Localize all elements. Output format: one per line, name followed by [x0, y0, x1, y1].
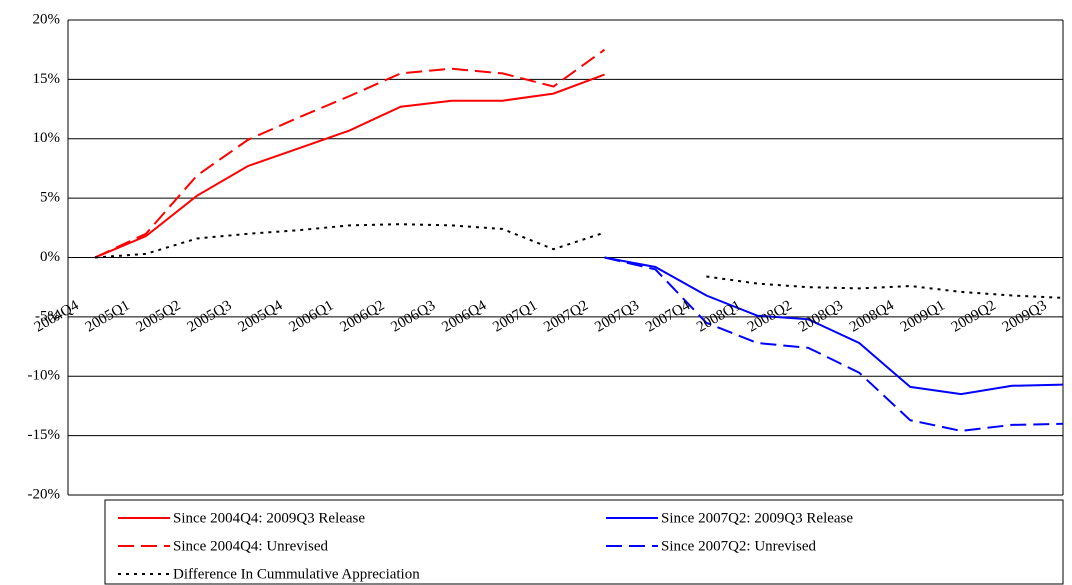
y-tick-label: 0% [40, 249, 60, 265]
legend-label: Since 2007Q2: Unrevised [661, 538, 816, 554]
y-tick-label: -15% [28, 427, 61, 443]
y-tick-label: 20% [33, 11, 61, 27]
y-tick-label: 15% [33, 71, 61, 87]
y-tick-label: -10% [28, 368, 61, 384]
series-line [604, 256, 1064, 432]
series-line [94, 223, 1064, 299]
y-tick-label: 10% [33, 130, 61, 146]
legend-box [104, 499, 1064, 585]
series-line [94, 48, 606, 259]
legend-label: Since 2004Q4: Unrevised [173, 538, 328, 554]
series-line [94, 73, 605, 259]
series-line [604, 256, 1064, 396]
legend-label: Since 2004Q4: 2009Q3 Release [173, 510, 365, 526]
legend-label: Since 2007Q2: 2009Q3 Release [661, 510, 853, 526]
y-tick-label: -20% [28, 486, 61, 502]
legend-label: Difference In Cummulative Appreciation [173, 566, 420, 582]
y-tick-label: -5% [35, 308, 60, 324]
y-tick-label: 5% [40, 190, 60, 206]
